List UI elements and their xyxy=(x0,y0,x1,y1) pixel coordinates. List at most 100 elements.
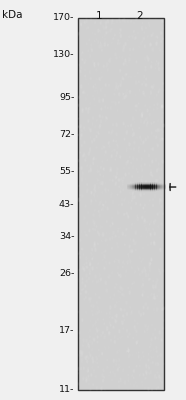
Bar xyxy=(139,182,140,183)
Bar xyxy=(140,183,141,184)
Bar xyxy=(154,189,155,190)
Bar xyxy=(157,183,158,184)
Bar xyxy=(135,184,136,185)
Bar xyxy=(149,185,150,186)
Bar xyxy=(139,190,140,191)
Bar xyxy=(139,184,140,185)
Bar xyxy=(163,185,164,186)
Bar xyxy=(164,189,165,190)
Bar xyxy=(140,190,141,191)
Circle shape xyxy=(82,278,83,280)
Bar xyxy=(140,183,141,184)
Circle shape xyxy=(126,73,127,75)
Bar xyxy=(138,183,139,184)
Bar xyxy=(160,186,161,187)
Bar xyxy=(132,188,133,189)
Bar xyxy=(144,185,145,186)
Bar xyxy=(130,185,131,186)
Bar xyxy=(163,187,164,188)
Bar xyxy=(153,185,154,186)
Bar xyxy=(135,183,136,184)
Bar xyxy=(160,187,161,188)
Circle shape xyxy=(94,184,96,188)
Circle shape xyxy=(90,78,91,79)
Circle shape xyxy=(83,91,84,94)
Bar xyxy=(154,185,155,186)
Bar xyxy=(150,185,151,186)
Bar xyxy=(154,188,155,189)
Bar xyxy=(148,186,149,187)
Bar xyxy=(148,185,149,186)
Bar xyxy=(139,184,140,185)
Circle shape xyxy=(141,188,142,189)
Bar xyxy=(142,184,143,185)
Circle shape xyxy=(136,61,137,63)
Bar xyxy=(160,189,161,190)
Bar xyxy=(138,184,139,185)
Bar xyxy=(165,187,166,188)
Bar xyxy=(163,185,164,186)
Bar xyxy=(147,184,148,185)
Bar xyxy=(140,187,141,188)
Bar xyxy=(154,185,155,186)
Circle shape xyxy=(154,296,155,299)
Circle shape xyxy=(148,22,149,24)
Bar xyxy=(159,183,160,184)
Bar xyxy=(156,187,157,188)
Bar xyxy=(159,186,160,187)
Bar xyxy=(152,187,153,188)
Circle shape xyxy=(113,326,114,328)
Bar xyxy=(137,190,138,191)
Circle shape xyxy=(85,159,86,161)
Bar xyxy=(162,184,163,185)
Bar xyxy=(133,183,134,184)
Bar xyxy=(139,185,140,186)
Bar xyxy=(162,187,163,188)
Circle shape xyxy=(126,212,127,214)
Bar xyxy=(144,190,145,191)
Bar xyxy=(150,188,151,189)
Bar xyxy=(160,185,161,186)
Bar xyxy=(134,185,135,186)
Bar xyxy=(151,189,152,190)
Bar xyxy=(154,184,155,185)
Bar xyxy=(162,188,163,189)
Bar xyxy=(137,189,138,190)
Bar xyxy=(136,188,137,189)
Bar xyxy=(159,187,160,188)
Bar xyxy=(165,185,166,186)
Bar xyxy=(146,189,147,190)
Bar xyxy=(149,186,150,187)
Bar xyxy=(163,188,164,189)
Circle shape xyxy=(113,140,114,142)
Bar xyxy=(154,190,155,191)
Bar xyxy=(133,187,134,188)
Bar xyxy=(153,186,154,187)
Bar xyxy=(154,190,155,191)
Bar xyxy=(135,188,136,189)
Bar xyxy=(128,188,129,189)
Bar xyxy=(142,187,143,188)
Bar xyxy=(139,190,140,191)
Bar xyxy=(135,183,136,184)
Bar xyxy=(135,188,136,189)
Bar xyxy=(141,189,142,190)
Circle shape xyxy=(149,367,150,369)
Bar xyxy=(141,188,142,189)
Bar xyxy=(141,185,142,186)
Bar xyxy=(154,187,155,188)
Bar xyxy=(139,188,140,189)
Bar xyxy=(127,188,128,189)
Circle shape xyxy=(107,160,108,161)
Bar xyxy=(148,183,149,184)
Bar xyxy=(147,185,148,186)
Bar xyxy=(153,184,154,185)
Circle shape xyxy=(87,266,88,269)
Bar xyxy=(151,183,152,184)
Bar xyxy=(150,186,151,187)
Circle shape xyxy=(108,331,110,334)
Bar xyxy=(128,187,129,188)
Circle shape xyxy=(86,107,87,110)
Bar xyxy=(157,182,158,183)
Bar xyxy=(156,189,157,190)
